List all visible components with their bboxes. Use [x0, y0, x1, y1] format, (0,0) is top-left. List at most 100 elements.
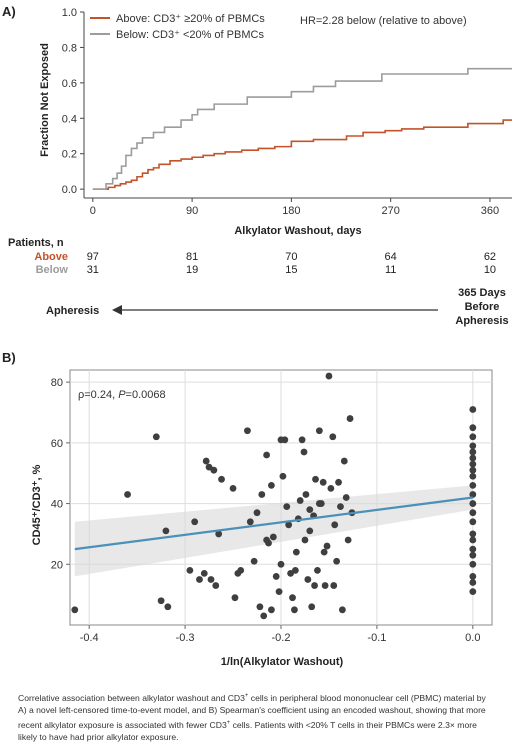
risk-value-above: 97 — [87, 251, 99, 263]
scatter-point — [200, 569, 208, 577]
scatter-point — [338, 606, 346, 614]
panel-b-x-tick-label: -0.3 — [176, 632, 195, 644]
scatter-point — [291, 606, 298, 614]
scatter-point — [258, 491, 266, 498]
panel-b-y-tick-label: 40 — [51, 499, 63, 511]
figure-caption: Correlative association between alkylato… — [18, 692, 486, 742]
arrow-left-label: Apheresis — [46, 305, 99, 317]
risk-table-title: Patients, n — [8, 237, 64, 249]
panel-a-label: A) — [2, 4, 16, 19]
panel-a-y-tick-label: 0.0 — [62, 184, 77, 196]
scatter-point — [329, 433, 337, 441]
scatter-point — [71, 606, 79, 614]
scatter-point — [469, 460, 477, 468]
arrow-right-label-1: 365 Days — [458, 287, 506, 299]
scatter-point — [186, 566, 194, 574]
scatter-point — [306, 527, 314, 535]
scatter-point — [469, 573, 477, 580]
scatter-point — [342, 494, 350, 501]
scatter-point — [164, 603, 172, 611]
scatter-point — [469, 560, 477, 568]
scatter-point — [469, 551, 477, 559]
scatter-point — [298, 436, 306, 444]
scatter-point — [202, 457, 210, 465]
scatter-point — [212, 582, 220, 589]
legend-below-label: Below: CD3⁺ <20% of PBMCs — [116, 29, 264, 41]
panel-a-y-tick-label: 0.8 — [62, 42, 77, 54]
scatter-point — [311, 582, 318, 589]
scatter-point — [469, 545, 477, 553]
scatter-point — [469, 481, 477, 489]
panel-a-x-tick-label: 90 — [186, 205, 198, 217]
panel-b-x-tick-label: -0.4 — [80, 632, 99, 644]
scatter-point — [469, 448, 477, 456]
panel-b-label: B) — [2, 350, 16, 365]
scatter-point — [246, 518, 254, 526]
scatter-point — [277, 436, 285, 444]
scatter-point — [229, 484, 237, 492]
risk-value-below: 11 — [385, 264, 396, 276]
scatter-point — [300, 448, 308, 456]
scatter-point — [469, 588, 477, 596]
scatter-point — [292, 548, 300, 556]
scatter-point — [469, 424, 477, 432]
scatter-point — [237, 566, 245, 574]
scatter-point — [301, 536, 309, 544]
scatter-point — [207, 576, 215, 583]
scatter-point — [277, 560, 285, 568]
scatter-point — [196, 576, 203, 583]
panel-b-x-tick-label: -0.2 — [272, 632, 291, 644]
scatter-point — [260, 612, 268, 620]
regression-confidence-band — [74, 485, 473, 577]
scatter-point — [340, 457, 348, 465]
scatter-point — [263, 536, 271, 544]
scatter-point — [263, 451, 271, 459]
risk-value-below: 31 — [87, 264, 99, 276]
scatter-point — [162, 527, 170, 535]
scatter-point — [469, 500, 477, 507]
panel-a-y-tick-label: 0.2 — [62, 149, 77, 161]
panel-a-x-tick-label: 270 — [381, 205, 399, 217]
scatter-point — [469, 472, 477, 480]
scatter-point — [344, 536, 352, 544]
scatter-point — [319, 478, 327, 486]
risk-value-below: 10 — [484, 264, 496, 276]
scatter-point — [268, 606, 275, 614]
scatter-point — [333, 557, 341, 565]
risk-value-below: 15 — [285, 264, 297, 276]
scatter-point — [218, 475, 225, 483]
scatter-point — [469, 406, 477, 413]
scatter-point — [304, 576, 312, 583]
legend-above-label: Above: CD3⁺ ≥20% of PBMCs — [116, 13, 265, 25]
scatter-point — [231, 594, 239, 602]
panel-b-x-tick-label: -0.1 — [367, 632, 386, 644]
scatter-point — [152, 433, 160, 441]
panel-a-x-tick-label: 360 — [481, 205, 499, 217]
scatter-point — [330, 582, 338, 589]
scatter-point — [269, 533, 277, 541]
scatter-point — [327, 484, 335, 492]
panel-b-y-tick-label: 20 — [51, 559, 63, 571]
scatter-point — [325, 372, 333, 380]
risk-row-above-label: Above — [34, 251, 68, 263]
scatter-point — [315, 500, 323, 507]
scatter-point — [157, 597, 165, 605]
scatter-point — [346, 415, 354, 422]
arrow-right-label-3: Apheresis — [455, 315, 508, 327]
timeline-arrow-head — [112, 305, 122, 315]
scatter-point — [312, 475, 319, 483]
panel-a-plot: 0.0 0.2 0.4 0.6 0.8 1.0 0 90 180 270 360 Above: CD3… — [62, 7, 512, 217]
scatter-point — [321, 582, 329, 589]
panel-b-plot: -0.4 -0.3 -0.2 -0.1 0.0 20 40 60 80 — [51, 369, 493, 644]
scatter-point — [320, 548, 328, 556]
scatter-point — [279, 472, 287, 480]
scatter-point — [291, 566, 299, 574]
scatter-point — [256, 603, 264, 611]
scatter-point — [469, 466, 477, 474]
hazard-ratio-annotation: HR=2.28 below (relative to above) — [300, 15, 467, 27]
scatter-point — [469, 491, 477, 498]
scatter-point — [337, 503, 344, 511]
scatter-point — [469, 454, 477, 462]
risk-value-below: 19 — [186, 264, 198, 276]
scatter-point — [331, 521, 339, 529]
